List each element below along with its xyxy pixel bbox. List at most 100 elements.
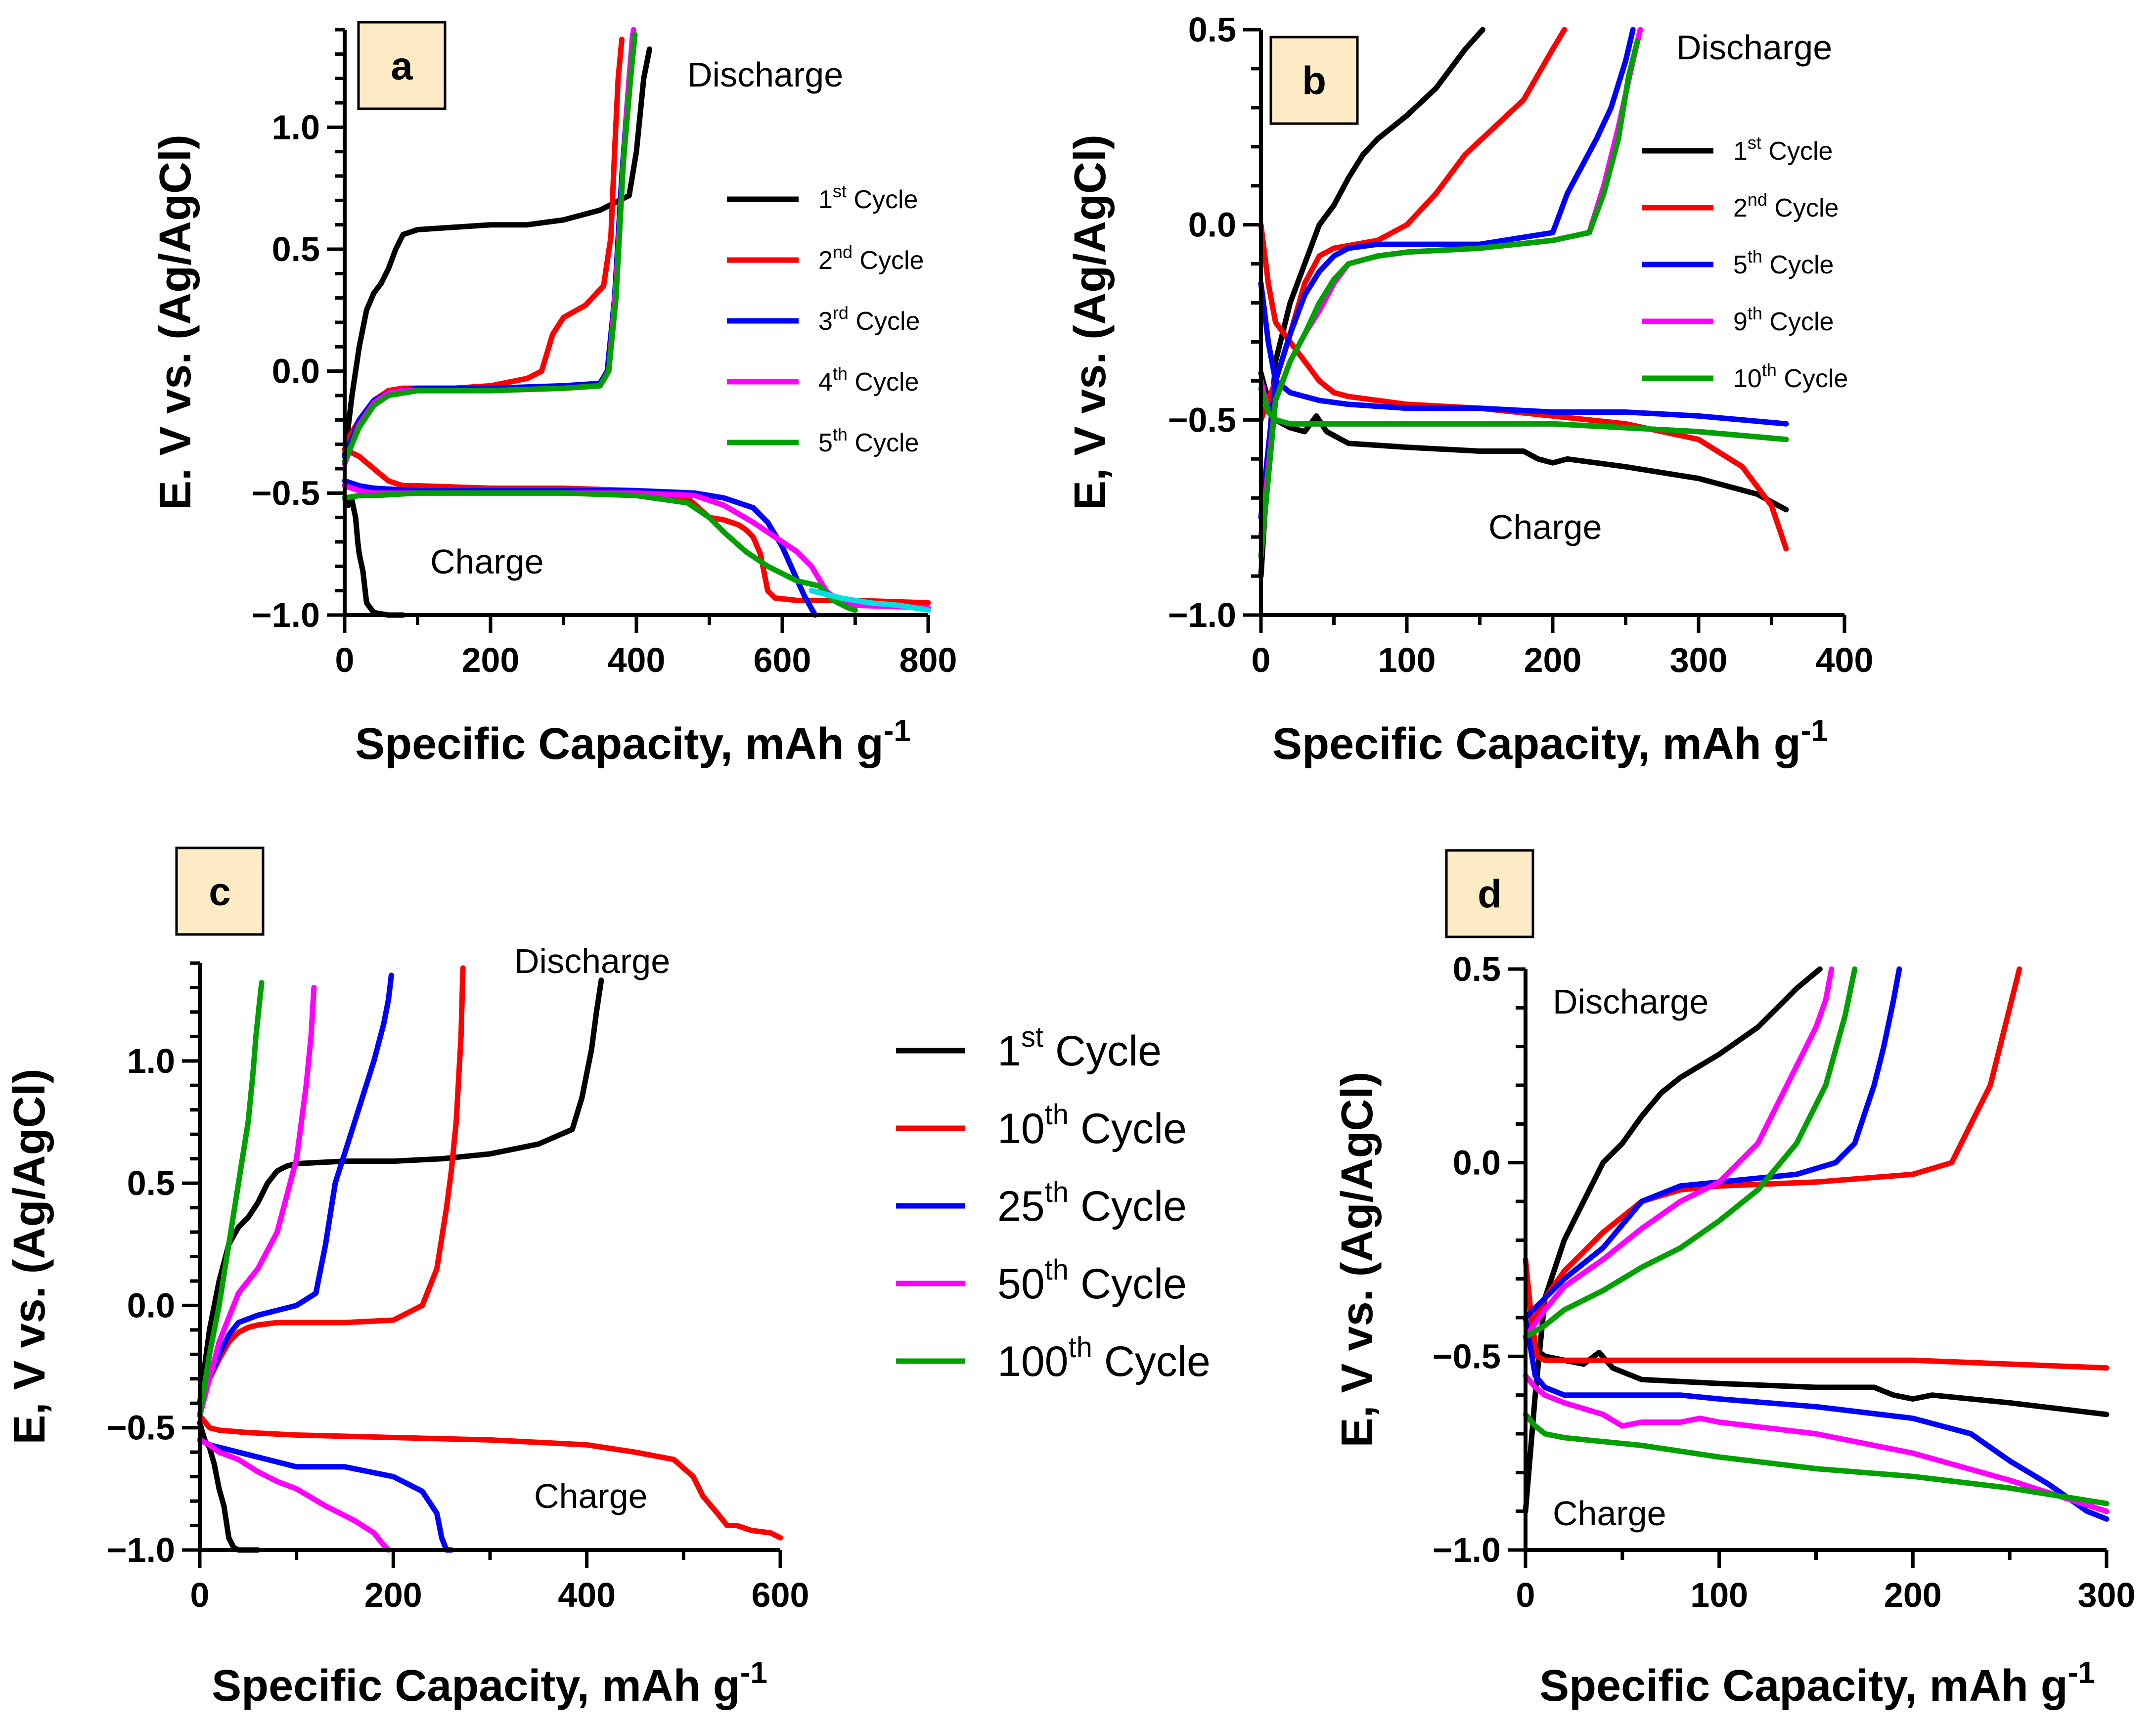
legend-label: 2nd Cycle xyxy=(818,242,924,275)
panel-label-box xyxy=(1445,849,1534,938)
x-tick-label: 200 xyxy=(364,1576,422,1614)
series-line xyxy=(1523,1257,2110,1371)
y-tick-label: −1.0 xyxy=(1433,1531,1501,1569)
y-tick-label: −1.0 xyxy=(252,596,320,634)
series-line xyxy=(197,985,317,1418)
series-line xyxy=(197,1437,391,1553)
legend-label: 1st Cycle xyxy=(818,181,918,214)
series-line xyxy=(342,495,406,618)
x-tick-label: 400 xyxy=(1816,641,1874,679)
y-tick-label: −0.5 xyxy=(252,474,320,512)
legend-label: 3rd Cycle xyxy=(818,303,920,336)
y-axis-label: E, V vs. (Ag/AgCl) xyxy=(1333,1071,1382,1447)
legend-label: 4th Cycle xyxy=(818,363,919,397)
legend-label: 1st Cycle xyxy=(997,1021,1162,1075)
series-line xyxy=(1523,1315,2110,1522)
legend-label: 5th Cycle xyxy=(818,424,919,457)
y-tick-label: −1.0 xyxy=(1168,596,1236,634)
x-tick-label: 400 xyxy=(608,641,666,679)
y-tick-label: 0.0 xyxy=(127,1286,175,1325)
x-tick-label: 200 xyxy=(1524,641,1582,679)
x-axis-label: Specific Capacity, mAh g-1 xyxy=(355,714,911,769)
series-line xyxy=(342,490,858,613)
series-line xyxy=(197,1413,783,1541)
x-tick-label: 600 xyxy=(752,1576,809,1614)
y-tick-label: −1.0 xyxy=(107,1531,175,1569)
series-line xyxy=(1258,27,1485,579)
x-tick-label: 400 xyxy=(558,1576,616,1614)
x-tick-label: 0 xyxy=(1252,641,1271,679)
x-tick-label: 200 xyxy=(1884,1576,1942,1614)
series-line xyxy=(1258,222,1789,552)
annotation-charge: Charge xyxy=(1553,1494,1666,1533)
annotation-discharge: Discharge xyxy=(514,942,670,980)
x-tick-label: 600 xyxy=(754,641,811,679)
series-line xyxy=(1523,966,1823,1514)
panel-label: d xyxy=(1478,872,1502,916)
y-tick-label: 0.5 xyxy=(272,230,320,268)
y-tick-label: 0.0 xyxy=(1188,206,1236,244)
x-tick-label: 200 xyxy=(462,641,520,679)
x-axis-label: Specific Capacity, mAh g-1 xyxy=(212,1656,767,1711)
legend-label: 25th Cycle xyxy=(997,1176,1187,1230)
series-line xyxy=(197,965,466,1406)
panel-label: a xyxy=(391,44,413,88)
series-line xyxy=(1523,966,1835,1340)
series-line xyxy=(1523,1334,2110,1417)
y-tick-label: −0.5 xyxy=(1433,1337,1501,1375)
series-line xyxy=(1258,280,1789,427)
panel-a: a −1.0 −0.5 0.0 0.5 1.0 0 200 400 600 800 Specific … xyxy=(151,21,957,769)
series-line xyxy=(1258,39,1640,560)
series-line xyxy=(197,1437,454,1553)
y-tick-label: 1.0 xyxy=(272,108,320,146)
series-line xyxy=(1523,966,2022,1340)
annotation-charge: Charge xyxy=(430,542,544,581)
series-line xyxy=(1258,370,1789,513)
annotation-discharge: Discharge xyxy=(1676,28,1832,67)
x-tick-label: 0 xyxy=(190,1576,210,1614)
y-tick-label: −0.5 xyxy=(107,1409,175,1447)
legend-label: 1st Cycle xyxy=(1733,133,1833,166)
x-tick-label: 100 xyxy=(1378,641,1436,679)
series-line xyxy=(1523,966,1858,1340)
panel-label: b xyxy=(1302,59,1326,103)
y-axis-label: E, V vs. (Ag/AgCl) xyxy=(1066,134,1115,510)
series-line xyxy=(1258,386,1789,443)
x-tick-label: 100 xyxy=(1690,1576,1748,1614)
legend-label: 9th Cycle xyxy=(1733,303,1834,336)
y-tick-label: 0.5 xyxy=(127,1164,175,1202)
y-axis-label: E. V vs. (Ag/AgCl) xyxy=(151,134,200,510)
series-line xyxy=(197,980,265,1418)
series-line xyxy=(1258,27,1636,521)
series-line xyxy=(342,32,638,464)
annotation-charge: Charge xyxy=(534,1477,648,1515)
legend-label: 10th Cycle xyxy=(1733,360,1848,393)
legend-label: 100th Cycle xyxy=(997,1331,1211,1385)
legend-label: 10th Cycle xyxy=(997,1099,1187,1152)
series-line xyxy=(1523,1373,2110,1514)
annotation-discharge: Discharge xyxy=(687,55,843,94)
y-tick-label: −0.5 xyxy=(1168,400,1236,439)
x-tick-label: 0 xyxy=(1516,1576,1535,1614)
x-axis-label: Specific Capacity, mAh g-1 xyxy=(1539,1656,2095,1711)
y-tick-label: 0.5 xyxy=(1188,10,1236,49)
panel-c: c −1.0 −0.5 0.0 0.5 1.0 0 200 400 600 Specific Cap… xyxy=(5,846,809,1711)
y-tick-label: 0.0 xyxy=(272,352,320,391)
x-tick-label: 0 xyxy=(335,641,355,679)
series-line xyxy=(808,588,931,613)
legend-label: 2nd Cycle xyxy=(1733,189,1839,222)
x-tick-label: 800 xyxy=(899,641,957,679)
legend-c: 1st Cycle 10th Cycle 25th Cycle 50th Cycle 1… xyxy=(896,1021,1211,1385)
series-line xyxy=(197,977,604,1406)
panel-label-box xyxy=(175,846,265,936)
panel-b: b −1.0 −0.5 0.0 0.5 0 100 200 300 400 Specific Cap… xyxy=(1066,10,1873,769)
series-line xyxy=(1523,966,1902,1321)
x-axis-label: Specific Capacity, mAh g-1 xyxy=(1272,714,1828,769)
panel-d: d −1.0 −0.5 0.0 0.5 0 100 200 300 Specific Capaci… xyxy=(1333,849,2136,1711)
panel-label: c xyxy=(209,870,231,914)
x-tick-label: 300 xyxy=(1670,641,1728,679)
series-line xyxy=(1523,1412,2110,1506)
x-tick-label: 300 xyxy=(2078,1576,2136,1614)
annotation-charge: Charge xyxy=(1488,508,1602,546)
